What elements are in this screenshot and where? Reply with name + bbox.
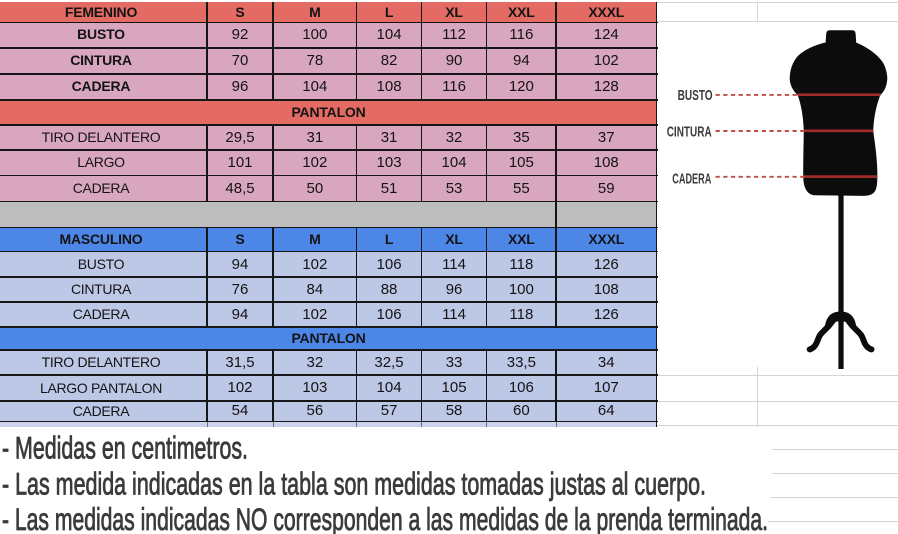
svg-text:- Las medida indicadas en la t: - Las medida indicadas en la tabla son m…	[2, 465, 706, 501]
svg-text:BUSTO: BUSTO	[678, 88, 713, 104]
svg-text:CADERA: CADERA	[672, 172, 711, 188]
svg-text:- Las medidas indicadas NO cor: - Las medidas indicadas NO corresponden …	[2, 501, 768, 534]
svg-text:CINTURA: CINTURA	[667, 125, 712, 141]
svg-text:- Medidas en centimetros.: - Medidas en centimetros.	[2, 430, 248, 465]
